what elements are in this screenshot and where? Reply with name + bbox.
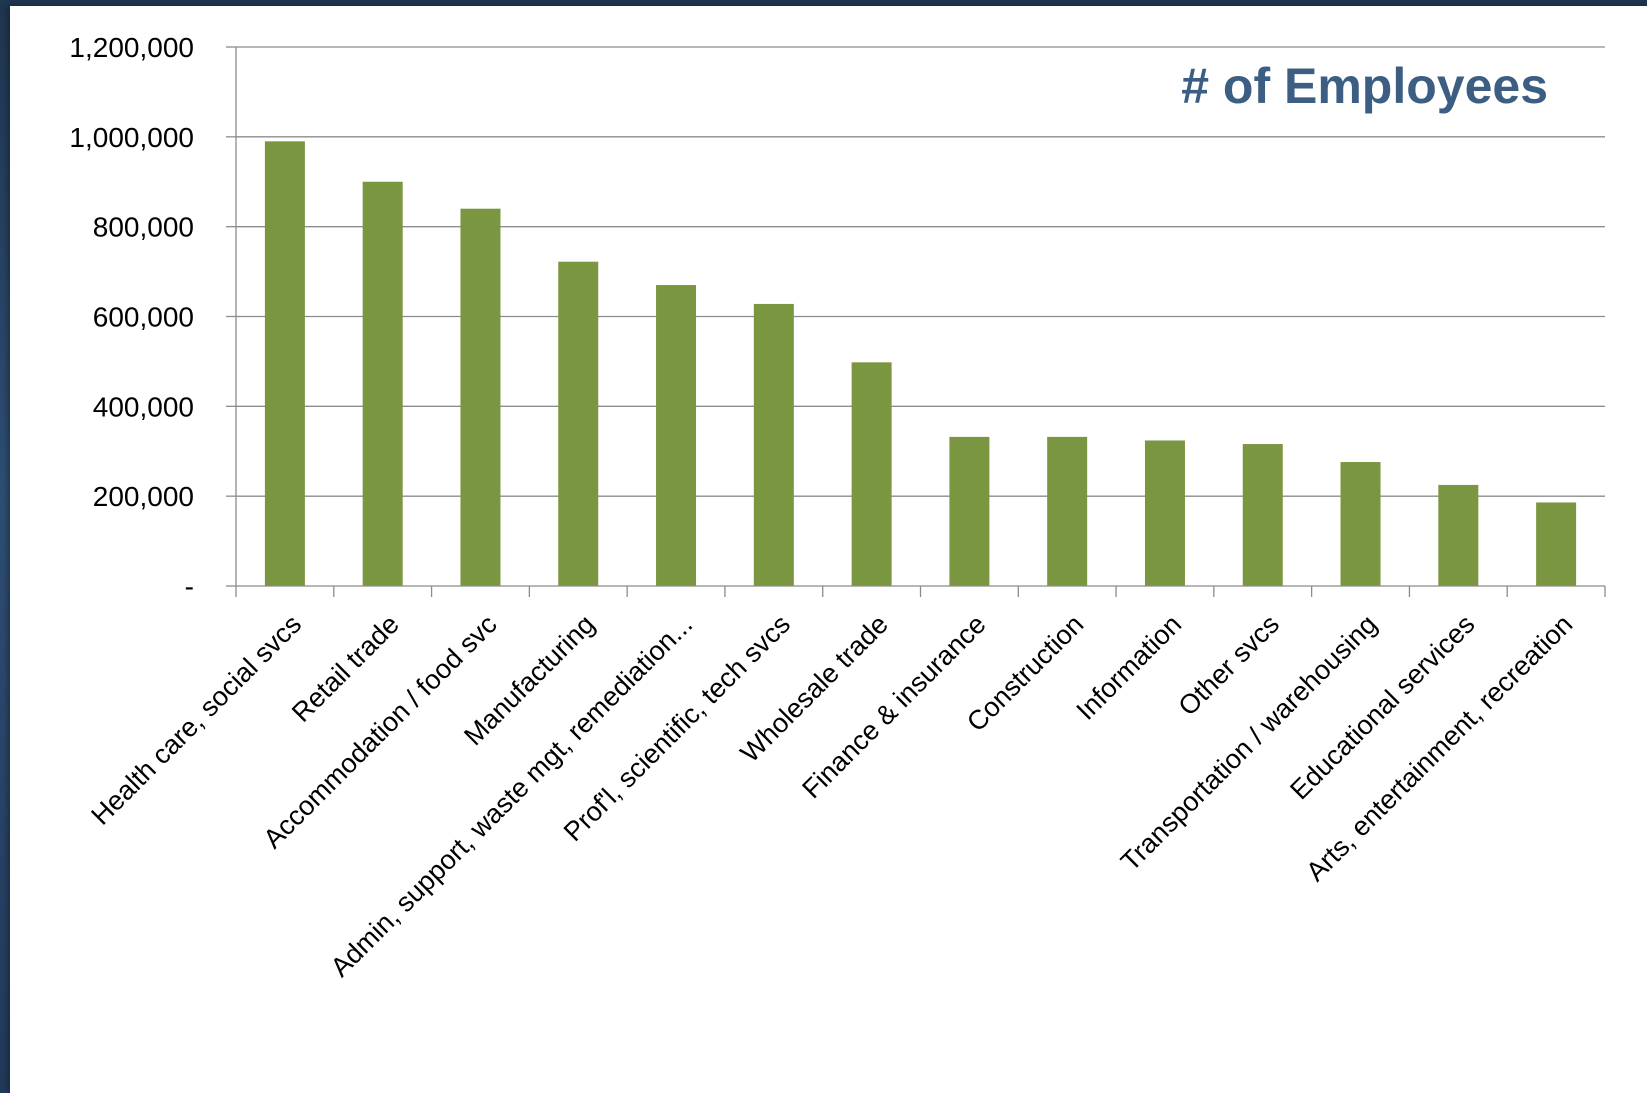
bar: [753, 303, 794, 586]
gridlines: [226, 46, 1605, 587]
bars: [264, 141, 1577, 586]
x-category-label: Information: [1070, 609, 1187, 726]
bar: [1536, 502, 1577, 586]
y-tick-label: 800,000: [93, 212, 194, 243]
y-tick-label: -: [185, 571, 194, 602]
bar: [264, 141, 305, 586]
y-tick-label: 400,000: [93, 391, 194, 422]
x-category-label: Health care, social svcs: [85, 609, 307, 831]
y-tick-label: 1,200,000: [69, 32, 194, 63]
bar: [362, 181, 403, 586]
y-axis-tick-labels: - 200,000 400,000 600,000 800,000 1,000,000 1,…: [69, 32, 194, 602]
chart-title: # of Employees: [1181, 58, 1548, 114]
bar: [949, 436, 990, 586]
y-tick-label: 1,000,000: [69, 122, 194, 153]
bar: [656, 285, 697, 586]
bar: [1340, 462, 1381, 586]
x-category-label: Admin, support, waste mgt, remediation..…: [325, 609, 699, 983]
bar: [1242, 444, 1283, 586]
bar: [1438, 484, 1479, 586]
x-category-label: Educational services: [1284, 609, 1480, 805]
bar: [460, 208, 501, 586]
bar: [1047, 436, 1088, 586]
y-tick-label: 600,000: [93, 302, 194, 333]
x-axis: [235, 47, 1606, 597]
bar: [558, 261, 599, 586]
y-tick-label: 200,000: [93, 481, 194, 512]
x-category-label: Finance & insurance: [796, 609, 991, 804]
bar: [1144, 440, 1185, 586]
bar: [851, 362, 892, 586]
